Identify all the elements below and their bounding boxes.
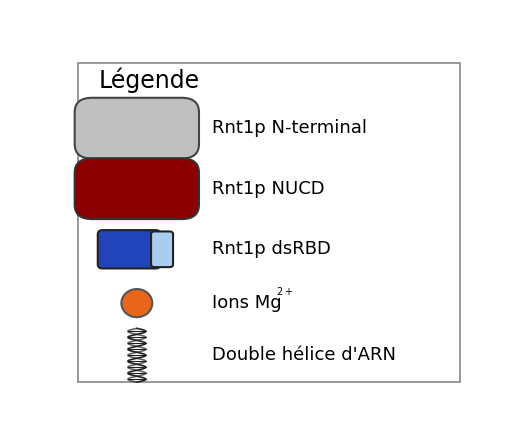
FancyBboxPatch shape <box>78 62 460 382</box>
Text: Rnt1p dsRBD: Rnt1p dsRBD <box>212 240 331 258</box>
Text: Rnt1p NUCD: Rnt1p NUCD <box>212 180 325 198</box>
Text: $^{2+}$: $^{2+}$ <box>276 287 293 301</box>
Text: Ions Mg: Ions Mg <box>212 294 282 312</box>
Text: Double hélice d'ARN: Double hélice d'ARN <box>212 346 396 364</box>
Ellipse shape <box>121 289 152 317</box>
Text: Légende: Légende <box>98 68 200 93</box>
FancyBboxPatch shape <box>75 158 199 219</box>
Text: Rnt1p N-terminal: Rnt1p N-terminal <box>212 119 367 137</box>
FancyBboxPatch shape <box>75 98 199 159</box>
FancyBboxPatch shape <box>151 232 173 267</box>
FancyBboxPatch shape <box>98 230 161 268</box>
